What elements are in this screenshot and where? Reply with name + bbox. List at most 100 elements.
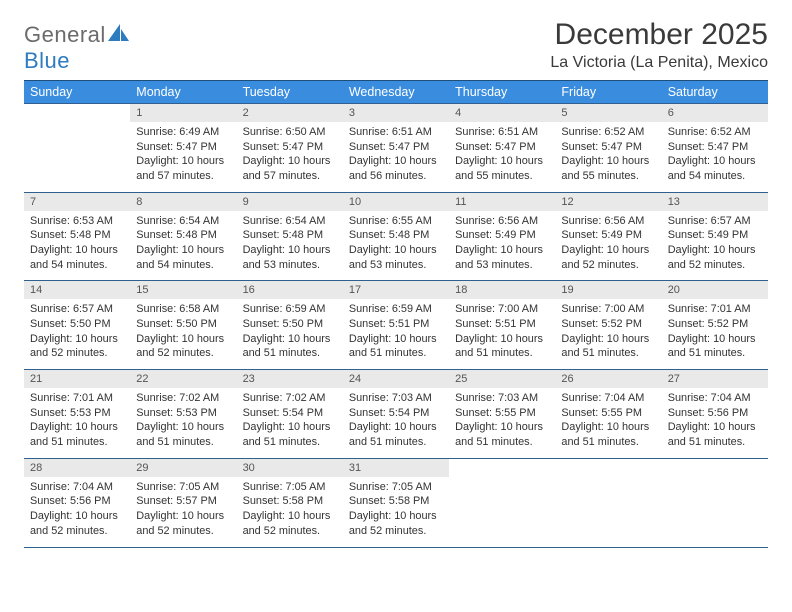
day-cell: Sunrise: 7:04 AMSunset: 5:56 PMDaylight:…	[24, 477, 130, 547]
sunset-line: Sunset: 5:58 PM	[243, 494, 337, 509]
daylight-line: Daylight: 10 hours and 52 minutes.	[668, 243, 762, 272]
daylight-line: Daylight: 10 hours and 51 minutes.	[668, 420, 762, 449]
sunrise-line: Sunrise: 7:04 AM	[668, 391, 762, 406]
daylight-line: Daylight: 10 hours and 57 minutes.	[136, 154, 230, 183]
day-cell: Sunrise: 6:56 AMSunset: 5:49 PMDaylight:…	[449, 211, 555, 281]
day-cell: Sunrise: 7:00 AMSunset: 5:52 PMDaylight:…	[555, 299, 661, 369]
sunrise-line: Sunrise: 6:54 AM	[243, 214, 337, 229]
day-cell: Sunrise: 6:54 AMSunset: 5:48 PMDaylight:…	[130, 211, 236, 281]
title-block: December 2025 La Victoria (La Penita), M…	[550, 18, 768, 72]
day-cell: Sunrise: 7:05 AMSunset: 5:57 PMDaylight:…	[130, 477, 236, 547]
daylight-line: Daylight: 10 hours and 52 minutes.	[561, 243, 655, 272]
day-cell	[449, 477, 555, 547]
day-header: Sunday	[24, 81, 130, 104]
day-number: 10	[343, 192, 449, 210]
day-number: 20	[662, 281, 768, 299]
sunset-line: Sunset: 5:54 PM	[243, 406, 337, 421]
day-content-row: Sunrise: 7:04 AMSunset: 5:56 PMDaylight:…	[24, 477, 768, 547]
day-cell: Sunrise: 7:05 AMSunset: 5:58 PMDaylight:…	[237, 477, 343, 547]
sunrise-line: Sunrise: 6:59 AM	[243, 302, 337, 317]
day-number	[449, 458, 555, 476]
sunset-line: Sunset: 5:53 PM	[30, 406, 124, 421]
day-number: 26	[555, 370, 661, 388]
sunset-line: Sunset: 5:50 PM	[30, 317, 124, 332]
day-header: Wednesday	[343, 81, 449, 104]
sunrise-line: Sunrise: 6:54 AM	[136, 214, 230, 229]
sunset-line: Sunset: 5:47 PM	[668, 140, 762, 155]
sunrise-line: Sunrise: 6:52 AM	[668, 125, 762, 140]
sunset-line: Sunset: 5:48 PM	[243, 228, 337, 243]
day-number: 18	[449, 281, 555, 299]
day-cell: Sunrise: 7:05 AMSunset: 5:58 PMDaylight:…	[343, 477, 449, 547]
sunrise-line: Sunrise: 7:00 AM	[561, 302, 655, 317]
day-cell: Sunrise: 6:59 AMSunset: 5:50 PMDaylight:…	[237, 299, 343, 369]
day-cell: Sunrise: 6:57 AMSunset: 5:49 PMDaylight:…	[662, 211, 768, 281]
sunset-line: Sunset: 5:51 PM	[455, 317, 549, 332]
day-number: 29	[130, 458, 236, 476]
daylight-line: Daylight: 10 hours and 52 minutes.	[243, 509, 337, 538]
sunrise-line: Sunrise: 6:56 AM	[455, 214, 549, 229]
sunrise-line: Sunrise: 7:03 AM	[455, 391, 549, 406]
day-content-row: Sunrise: 6:49 AMSunset: 5:47 PMDaylight:…	[24, 122, 768, 192]
day-header-row: Sunday Monday Tuesday Wednesday Thursday…	[24, 81, 768, 104]
logo-text: GeneralBlue	[24, 22, 130, 74]
sunrise-line: Sunrise: 6:55 AM	[349, 214, 443, 229]
day-cell: Sunrise: 6:54 AMSunset: 5:48 PMDaylight:…	[237, 211, 343, 281]
day-cell	[24, 122, 130, 192]
day-cell: Sunrise: 7:04 AMSunset: 5:56 PMDaylight:…	[662, 388, 768, 458]
day-number	[555, 458, 661, 476]
daylight-line: Daylight: 10 hours and 57 minutes.	[243, 154, 337, 183]
sunrise-line: Sunrise: 7:03 AM	[349, 391, 443, 406]
sunrise-line: Sunrise: 6:58 AM	[136, 302, 230, 317]
logo: GeneralBlue	[24, 18, 130, 74]
day-number-row: 14151617181920	[24, 281, 768, 299]
day-cell: Sunrise: 6:52 AMSunset: 5:47 PMDaylight:…	[662, 122, 768, 192]
sunset-line: Sunset: 5:50 PM	[243, 317, 337, 332]
sunset-line: Sunset: 5:49 PM	[561, 228, 655, 243]
day-cell: Sunrise: 6:58 AMSunset: 5:50 PMDaylight:…	[130, 299, 236, 369]
daylight-line: Daylight: 10 hours and 53 minutes.	[455, 243, 549, 272]
daylight-line: Daylight: 10 hours and 52 minutes.	[136, 509, 230, 538]
day-number: 24	[343, 370, 449, 388]
sunset-line: Sunset: 5:48 PM	[30, 228, 124, 243]
sunset-line: Sunset: 5:48 PM	[349, 228, 443, 243]
daylight-line: Daylight: 10 hours and 53 minutes.	[349, 243, 443, 272]
day-cell: Sunrise: 6:57 AMSunset: 5:50 PMDaylight:…	[24, 299, 130, 369]
daylight-line: Daylight: 10 hours and 56 minutes.	[349, 154, 443, 183]
location: La Victoria (La Penita), Mexico	[550, 54, 768, 72]
day-number: 8	[130, 192, 236, 210]
sunrise-line: Sunrise: 6:57 AM	[668, 214, 762, 229]
day-number-row: 78910111213	[24, 192, 768, 210]
daylight-line: Daylight: 10 hours and 54 minutes.	[136, 243, 230, 272]
calendar-grid: Sunday Monday Tuesday Wednesday Thursday…	[24, 80, 768, 548]
sunset-line: Sunset: 5:56 PM	[30, 494, 124, 509]
day-cell: Sunrise: 7:00 AMSunset: 5:51 PMDaylight:…	[449, 299, 555, 369]
sunrise-line: Sunrise: 7:01 AM	[668, 302, 762, 317]
page-title: December 2025	[550, 18, 768, 52]
sunset-line: Sunset: 5:55 PM	[561, 406, 655, 421]
sunrise-line: Sunrise: 6:53 AM	[30, 214, 124, 229]
sunset-line: Sunset: 5:47 PM	[349, 140, 443, 155]
day-number-row: 28293031	[24, 458, 768, 476]
day-number: 25	[449, 370, 555, 388]
day-cell	[555, 477, 661, 547]
sunset-line: Sunset: 5:57 PM	[136, 494, 230, 509]
sunrise-line: Sunrise: 6:51 AM	[455, 125, 549, 140]
sunset-line: Sunset: 5:47 PM	[136, 140, 230, 155]
day-cell: Sunrise: 7:02 AMSunset: 5:53 PMDaylight:…	[130, 388, 236, 458]
day-number: 1	[130, 104, 236, 122]
sunset-line: Sunset: 5:58 PM	[349, 494, 443, 509]
day-number: 12	[555, 192, 661, 210]
sunset-line: Sunset: 5:50 PM	[136, 317, 230, 332]
day-cell: Sunrise: 6:51 AMSunset: 5:47 PMDaylight:…	[343, 122, 449, 192]
day-cell: Sunrise: 6:56 AMSunset: 5:49 PMDaylight:…	[555, 211, 661, 281]
sunset-line: Sunset: 5:47 PM	[561, 140, 655, 155]
daylight-line: Daylight: 10 hours and 52 minutes.	[30, 332, 124, 361]
day-cell: Sunrise: 6:50 AMSunset: 5:47 PMDaylight:…	[237, 122, 343, 192]
sunset-line: Sunset: 5:49 PM	[668, 228, 762, 243]
sunrise-line: Sunrise: 7:05 AM	[349, 480, 443, 495]
day-cell: Sunrise: 6:51 AMSunset: 5:47 PMDaylight:…	[449, 122, 555, 192]
day-number: 23	[237, 370, 343, 388]
sunrise-line: Sunrise: 7:01 AM	[30, 391, 124, 406]
day-number: 27	[662, 370, 768, 388]
